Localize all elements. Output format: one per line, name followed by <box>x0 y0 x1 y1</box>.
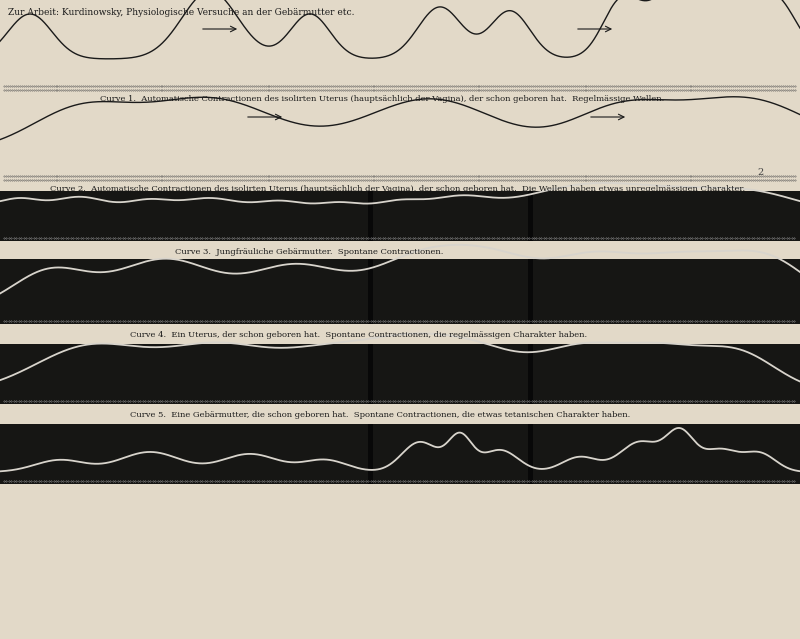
Text: Curve 5.  Eine Gebärmutter, die schon geboren hat.  Spontane Contractionen, die : Curve 5. Eine Gebärmutter, die schon geb… <box>130 411 630 419</box>
Bar <box>368 424 373 484</box>
Text: Curve 2.  Automatische Contractionen des isolirten Uterus (hauptsächlich der Vag: Curve 2. Automatische Contractionen des … <box>50 185 745 193</box>
Bar <box>368 344 373 404</box>
Bar <box>528 344 533 404</box>
Text: Curve 3.  Jungfräuliche Gebärmutter.  Spontane Contractionen.: Curve 3. Jungfräuliche Gebärmutter. Spon… <box>175 248 443 256</box>
Bar <box>0 424 800 484</box>
Bar <box>368 259 373 324</box>
Text: 2: 2 <box>757 168 763 177</box>
Bar <box>528 191 533 241</box>
Text: Zur Arbeit: Kurdinowsky, Physiologische Versuche an der Gebärmutter etc.: Zur Arbeit: Kurdinowsky, Physiologische … <box>8 8 354 17</box>
Bar <box>0 191 800 241</box>
Text: Curve 4.  Ein Uterus, der schon geboren hat.  Spontane Contractionen, die regelm: Curve 4. Ein Uterus, der schon geboren h… <box>130 331 587 339</box>
Text: Curve 1.  Automatische Contractionen des isolirten Uterus (hauptsächlich der Vag: Curve 1. Automatische Contractionen des … <box>100 95 664 103</box>
Bar <box>528 259 533 324</box>
Bar <box>368 191 373 241</box>
Bar <box>0 344 800 404</box>
Bar <box>0 259 800 324</box>
Bar <box>528 424 533 484</box>
